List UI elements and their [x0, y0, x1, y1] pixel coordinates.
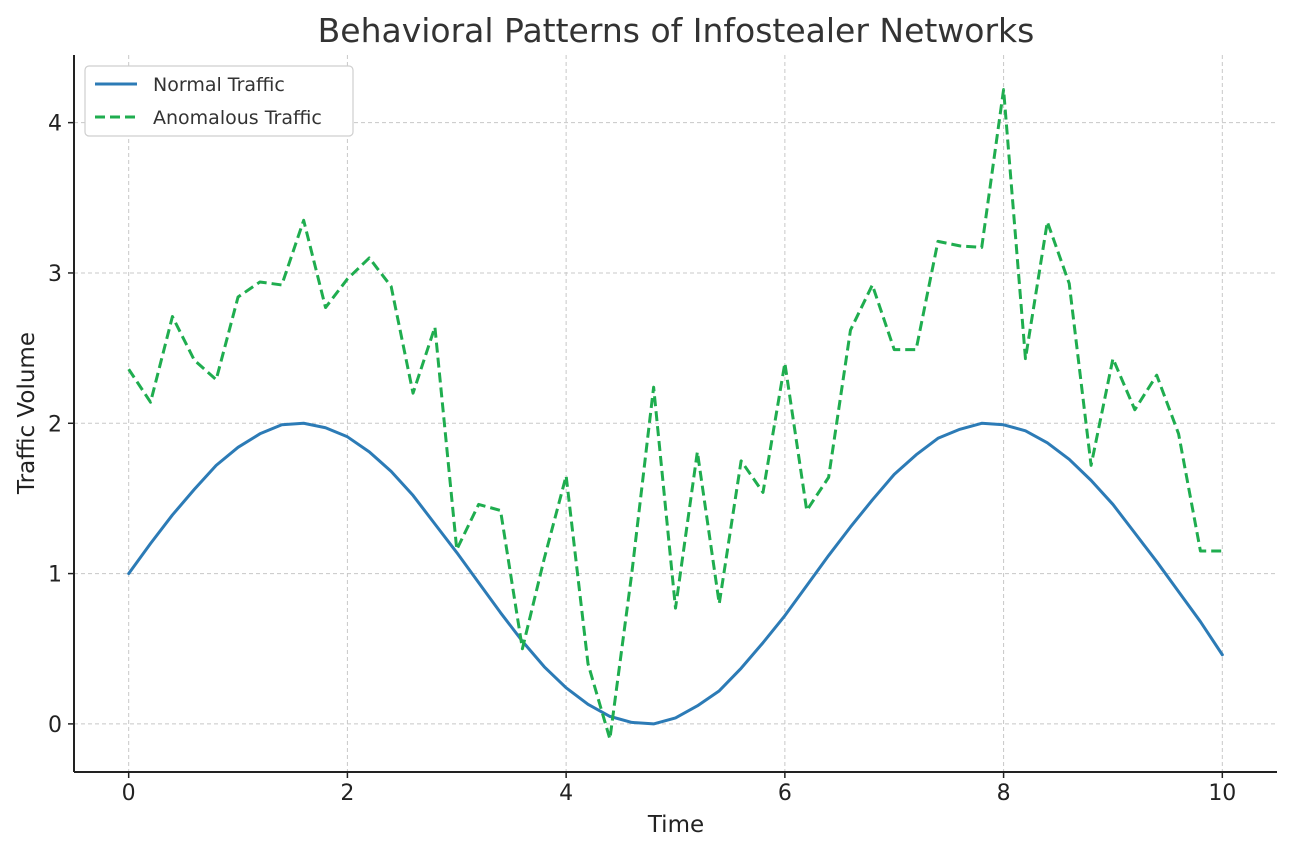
x-tick-label-2: 2 [340, 781, 354, 806]
y-tick-label-4: 4 [48, 112, 62, 137]
x-tick-label-10: 10 [1208, 781, 1236, 806]
y-tick-label-1: 1 [48, 563, 62, 588]
y-tick-label-0: 0 [48, 713, 62, 738]
x-tick-labels: 0 2 4 6 8 10 [122, 772, 1236, 806]
x-tick-label-0: 0 [122, 781, 136, 806]
y-gridlines [74, 122, 1277, 725]
x-tick-label-4: 4 [559, 781, 573, 806]
legend-label-normal-traffic: Normal Traffic [153, 74, 285, 96]
y-tick-label-2: 2 [48, 412, 62, 437]
y-axis-label: Traffic Volume [14, 332, 40, 495]
y-tick-label-3: 3 [48, 262, 62, 287]
legend-box [84, 65, 354, 137]
series-line-normal-traffic [127, 421, 1224, 726]
legend-label-anomalous-traffic: Anomalous Traffic [153, 107, 322, 129]
x-axis-label: Time [647, 812, 704, 838]
legend: Normal Traffic Anomalous Traffic [84, 65, 354, 137]
y-tick-labels: 0 1 2 3 4 [48, 112, 74, 738]
chart-title: Behavioral Patterns of Infostealer Netwo… [318, 11, 1035, 50]
x-tick-label-6: 6 [778, 781, 792, 806]
series-layer [127, 88, 1224, 741]
x-tick-label-8: 8 [997, 781, 1011, 806]
series-line-anomalous-traffic [127, 88, 1223, 741]
